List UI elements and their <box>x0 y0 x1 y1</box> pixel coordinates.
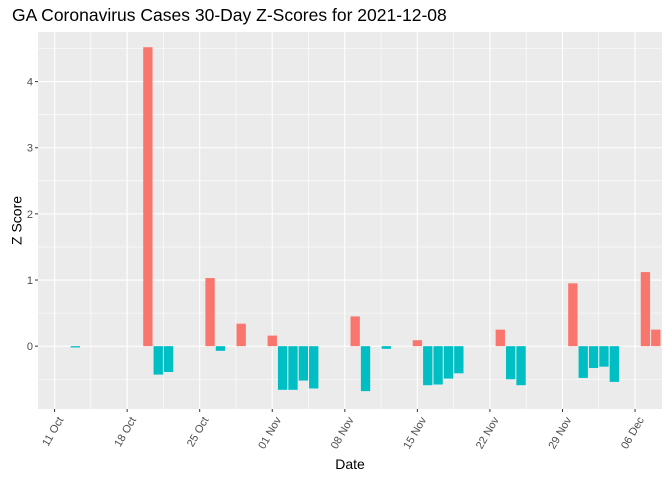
bar <box>568 283 578 347</box>
bar <box>298 346 309 381</box>
bar <box>495 329 505 347</box>
x-tick-label: 11 Oct <box>40 415 66 448</box>
major-gridlines <box>38 32 662 409</box>
chart-title: GA Coronavirus Cases 30-Day Z-Scores for… <box>12 5 447 25</box>
bar <box>412 340 423 347</box>
bar <box>423 346 433 386</box>
y-tick-label: 2 <box>27 209 33 221</box>
bar <box>651 329 661 347</box>
bar <box>454 346 464 374</box>
y-axis: 0 1 2 3 4 <box>27 77 38 353</box>
x-tick-label: 06 Dec <box>619 415 647 452</box>
x-axis: 11 Oct 18 Oct 25 Oct 01 Nov 08 Nov 15 Nov 22 N… <box>40 409 647 451</box>
bar <box>609 346 619 382</box>
bar <box>443 346 454 379</box>
bar <box>143 47 153 347</box>
bar <box>236 323 246 347</box>
bar <box>205 278 215 347</box>
bar <box>588 346 599 368</box>
y-axis-title: Z Score <box>9 196 25 245</box>
bar <box>433 346 443 385</box>
bar <box>309 346 319 389</box>
x-tick-label: 15 Nov <box>401 415 429 452</box>
bar <box>267 335 277 347</box>
y-tick-label: 4 <box>27 77 33 89</box>
bar <box>153 346 163 375</box>
y-tick-label: 1 <box>27 275 33 287</box>
y-tick-label: 0 <box>27 341 33 353</box>
bar <box>277 346 288 390</box>
x-tick-label: 08 Nov <box>329 415 357 452</box>
bar <box>360 346 371 392</box>
bar <box>578 346 588 378</box>
bar <box>350 316 360 347</box>
x-tick-label: 18 Oct <box>112 415 139 449</box>
x-tick-label: 29 Nov <box>547 415 575 452</box>
bar <box>506 346 516 380</box>
bar <box>640 272 651 347</box>
bar <box>70 346 80 348</box>
x-tick-label: 22 Nov <box>474 415 502 452</box>
bar <box>215 346 226 351</box>
y-tick-label: 3 <box>27 143 33 155</box>
x-axis-title: Date <box>335 456 365 472</box>
bar <box>163 346 174 372</box>
bar <box>288 346 298 390</box>
bar <box>381 346 391 349</box>
bars <box>70 47 661 392</box>
x-tick-label: 25 Oct <box>185 415 212 449</box>
plot-panel <box>38 32 662 409</box>
x-tick-label: 01 Nov <box>256 415 284 452</box>
bar <box>599 346 609 367</box>
bar <box>516 346 526 386</box>
